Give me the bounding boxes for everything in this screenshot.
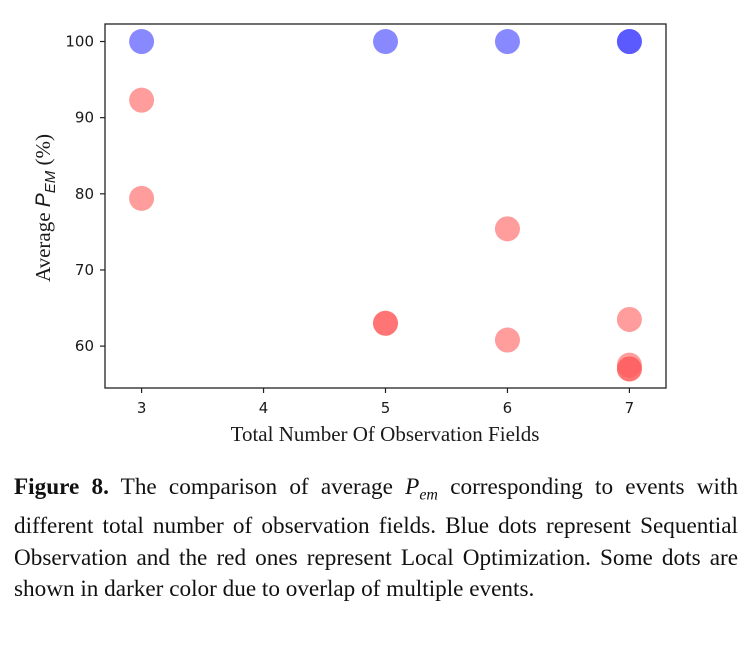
blue-data-point bbox=[373, 29, 398, 55]
y-tick-label: 100 bbox=[65, 33, 94, 51]
x-tick-label: 3 bbox=[137, 399, 147, 417]
y-tick-label: 90 bbox=[75, 109, 94, 127]
y-tick-label: 70 bbox=[75, 261, 94, 279]
x-axis-ticks: 3 4 5 6 7 bbox=[137, 388, 634, 417]
caption-math-subscript: em bbox=[419, 486, 438, 504]
y-tick-label: 80 bbox=[75, 185, 94, 203]
scatter-chart: 3 4 5 6 7 60 70 80 90 100 Total Number Of Observ… bbox=[31, 23, 667, 446]
x-tick-label: 5 bbox=[381, 399, 391, 417]
data-points bbox=[129, 29, 642, 382]
y-axis-label: Average PEM (%) bbox=[31, 134, 59, 282]
caption-label: Figure 8. bbox=[14, 474, 109, 500]
red-data-point bbox=[373, 310, 398, 336]
red-data-point bbox=[494, 216, 520, 242]
caption-math-symbol: P bbox=[405, 474, 420, 500]
y-tick-label: 60 bbox=[75, 337, 94, 355]
figure-caption: Figure 8. The comparison of average Pem … bbox=[14, 472, 738, 606]
red-data-point bbox=[494, 327, 520, 353]
x-tick-label: 7 bbox=[625, 399, 635, 417]
y-axis-ticks: 60 70 80 90 100 bbox=[65, 33, 105, 355]
x-tick-label: 6 bbox=[503, 399, 513, 417]
caption-text-after: corresponding to events with different t… bbox=[14, 474, 738, 603]
blue-data-point bbox=[494, 29, 520, 55]
x-axis-label: Total Number Of Observation Fields bbox=[231, 422, 540, 446]
x-tick-label: 4 bbox=[259, 399, 269, 417]
blue-data-point bbox=[616, 29, 642, 55]
blue-data-point bbox=[129, 29, 155, 55]
red-data-point bbox=[129, 87, 155, 113]
red-data-point bbox=[616, 356, 642, 382]
caption-text-before: The comparison of average bbox=[108, 474, 406, 500]
red-data-point bbox=[129, 185, 155, 211]
red-data-point bbox=[616, 306, 642, 332]
